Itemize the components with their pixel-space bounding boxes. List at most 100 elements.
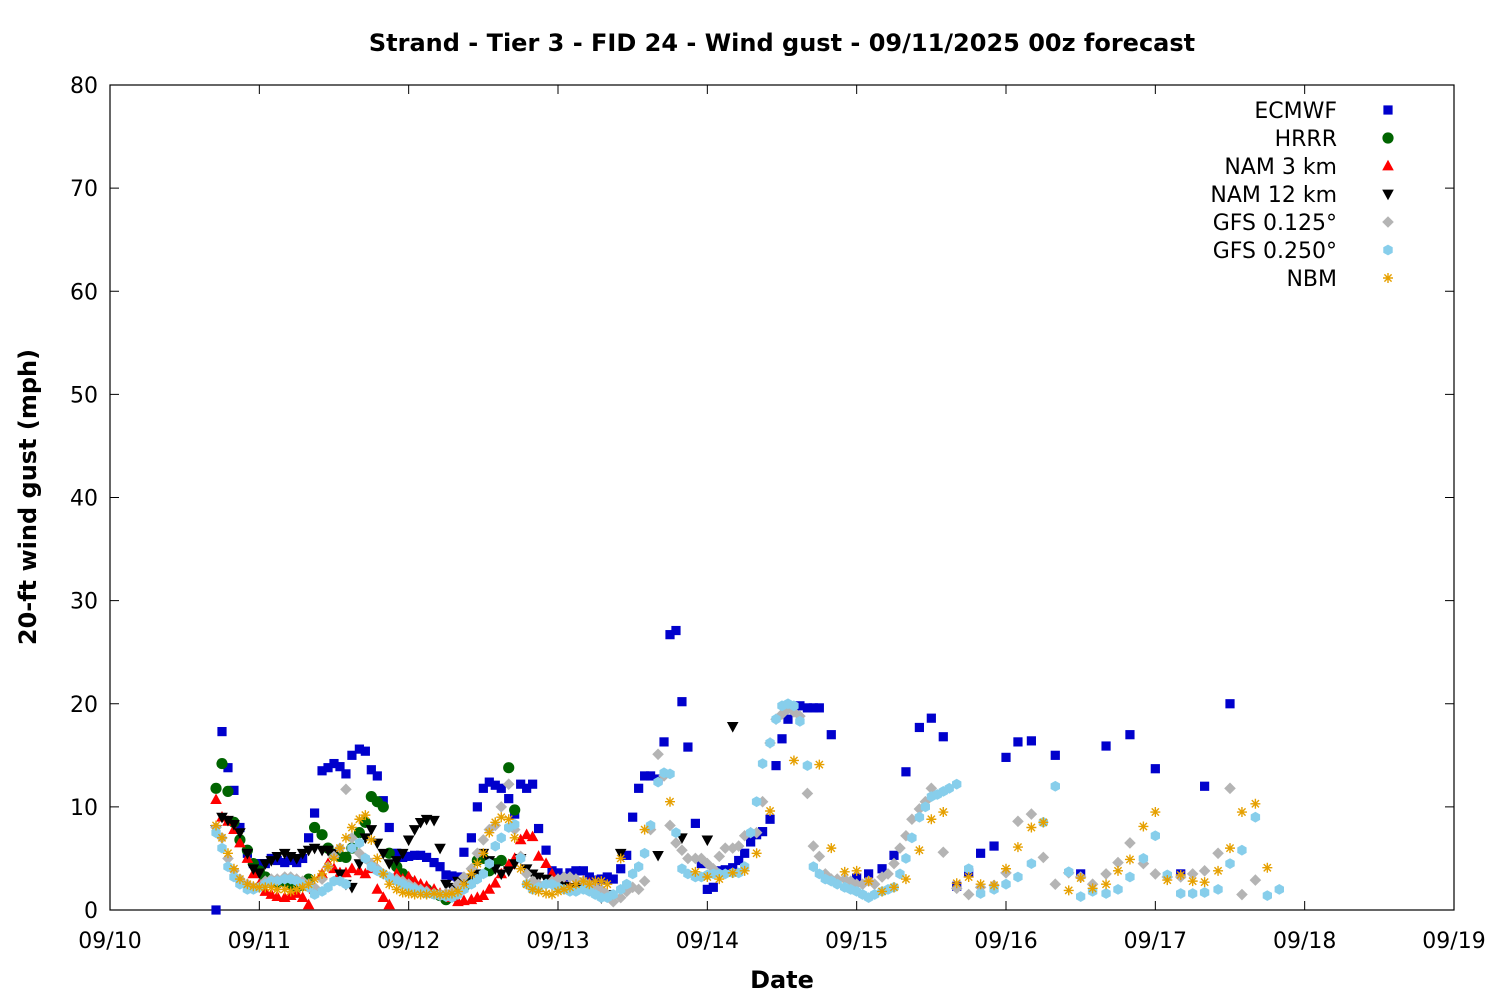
data-point [308,881,321,894]
data-point [547,889,558,900]
data-point [217,726,227,737]
data-point [1112,856,1124,869]
data-point [989,880,1000,891]
data-point [377,801,389,813]
data-point [713,850,726,863]
data-point [316,873,328,885]
data-point [323,881,333,893]
data-point [502,858,515,870]
data-point [235,822,245,833]
data-point [329,758,339,769]
data-point [608,874,618,884]
legend-label: NBM [1286,267,1337,292]
data-point [852,873,862,883]
data-point [359,867,372,879]
data-point [1225,699,1235,709]
data-point [702,872,713,882]
data-point [403,888,414,899]
data-point [1175,869,1186,880]
data-point [340,783,352,796]
data-point [690,818,700,828]
data-point [308,821,321,834]
data-point [354,744,364,754]
data-point [889,882,899,893]
series-ecmwf [211,625,1235,915]
data-point [472,802,482,812]
data-point [702,884,712,894]
data-point [372,853,383,864]
data-point [377,891,390,903]
data-point [489,876,502,888]
data-point [564,882,575,893]
data-point [527,884,538,895]
data-point [1038,817,1049,828]
data-point [814,703,824,713]
data-point [271,890,284,901]
data-point [229,785,239,795]
data-point [541,888,552,899]
data-point [1026,858,1037,869]
data-point [1149,868,1162,880]
data-point [1101,888,1111,899]
data-point [889,850,899,860]
data-point [727,867,738,878]
data-point [317,766,327,776]
data-point [1236,807,1247,818]
data-point [466,833,476,843]
data-point [520,868,533,880]
data-point [951,878,962,889]
data-point [900,829,912,842]
data-point [490,840,500,852]
data-point [210,793,222,805]
data-point [690,866,701,877]
data-point [477,834,490,846]
data-point [726,842,739,854]
legend: ECMWF HRRR NAM 3 km NAM 12 km GFS 0.125° GFS … [1210,99,1394,292]
data-point [826,730,836,740]
data-point [484,858,494,869]
data-point [526,830,539,842]
data-point [670,837,682,849]
data-point [458,879,469,890]
data-point [839,866,850,877]
data-point [615,853,626,864]
data-point [421,852,432,863]
data-point [1198,865,1211,877]
data-point [272,884,283,895]
legend-marker [1383,105,1393,115]
data-point [1113,865,1123,876]
data-point [503,814,514,825]
data-point [366,765,376,775]
data-point [329,853,339,864]
data-point [353,864,366,876]
data-point [877,886,888,897]
data-point [390,856,403,867]
data-point [665,630,675,640]
data-point [484,827,495,838]
data-point [1199,887,1210,898]
y-tick-label: 50 [70,383,98,408]
data-point [914,845,925,856]
data-point [963,872,974,882]
data-point [1225,858,1235,869]
data-point [802,703,812,713]
legend-label: NAM 12 km [1210,183,1337,208]
data-point [340,832,351,843]
data-point [1026,822,1037,833]
data-point [826,843,837,854]
data-point [894,842,906,854]
data-point [410,850,420,860]
data-point [309,808,320,818]
y-tick-label: 80 [70,74,98,99]
data-point [664,819,676,832]
data-point [211,820,222,831]
data-point [478,848,489,859]
x-tick-label: 09/17 [1124,929,1187,954]
data-point [695,852,708,865]
data-point [435,889,446,900]
y-axis-label: 20-ft wind gust (mph) [14,349,42,645]
data-point [278,848,291,860]
data-point [944,782,954,794]
data-point [683,742,693,752]
data-point [290,854,303,865]
